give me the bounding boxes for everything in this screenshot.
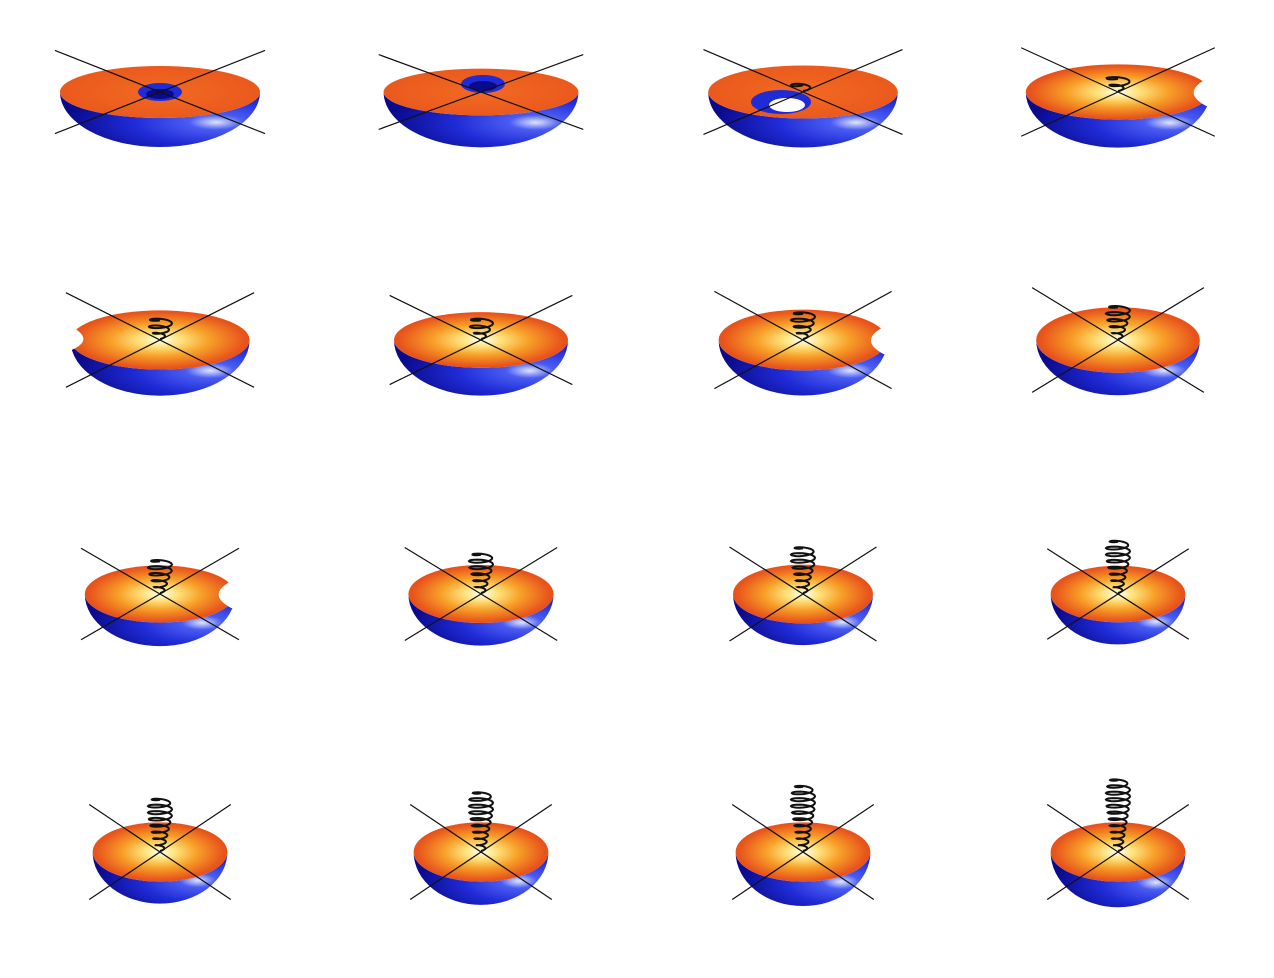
- axis-line: [378, 54, 584, 130]
- panel-1: [54, 49, 266, 147]
- hemisphere-shape: [408, 594, 554, 646]
- disk-notch: [66, 324, 84, 352]
- axis-line: [88, 804, 232, 900]
- helix-spring: [1104, 778, 1132, 852]
- helix-spring: [467, 791, 495, 852]
- axis-line: [703, 48, 903, 136]
- hemisphere-shape: [1050, 594, 1186, 645]
- axis-line: [1020, 47, 1216, 137]
- panel-14: [409, 791, 553, 905]
- panel-3: [703, 48, 903, 148]
- helix-spring: [467, 552, 495, 594]
- hemisphere-shape: [70, 340, 250, 396]
- helix-spring: [789, 82, 812, 92]
- panel-11: [729, 546, 877, 646]
- axis-line: [389, 294, 573, 386]
- panel-10: [404, 547, 558, 646]
- hemisphere-shape: [92, 852, 228, 904]
- disk-notch: [218, 580, 240, 608]
- disk-notch: [870, 326, 892, 354]
- helix-spring: [1105, 76, 1131, 92]
- axis-line: [80, 547, 240, 641]
- panel-8: [1031, 287, 1205, 396]
- axis-line: [729, 546, 877, 642]
- hemisphere-shape: [60, 92, 260, 147]
- panel-12: [1046, 539, 1190, 645]
- disk-hole-inner: [146, 89, 174, 99]
- hemisphere-shape: [84, 594, 236, 647]
- helix-spring: [468, 317, 495, 340]
- disk-notch-inner: [769, 98, 805, 112]
- panel-7: [714, 290, 892, 396]
- helix-spring: [789, 311, 817, 340]
- axis-line: [731, 804, 875, 900]
- helix-spring: [147, 317, 174, 340]
- helix-spring: [789, 546, 817, 594]
- panel-15: [731, 784, 875, 907]
- hemisphere-shape: [735, 852, 871, 907]
- panel-5: [65, 292, 255, 396]
- panel-13: [88, 797, 232, 904]
- axis-line: [1031, 287, 1205, 393]
- disk-notch: [1193, 78, 1215, 106]
- panel-16: [1046, 778, 1190, 908]
- axis-line: [54, 49, 266, 135]
- hemisphere-shape: [1025, 92, 1211, 148]
- panel-4: [1020, 47, 1216, 148]
- helix-spring: [789, 784, 817, 852]
- axis-line: [1046, 804, 1190, 900]
- hemisphere-shape: [1036, 340, 1200, 396]
- axis-line: [409, 804, 553, 900]
- panel-2: [378, 54, 584, 148]
- panel-grid: [54, 47, 1216, 908]
- hemisphere-shape: [733, 594, 873, 646]
- axis-line: [65, 292, 255, 388]
- helix-spring: [1104, 539, 1132, 594]
- hemisphere-shape: [383, 92, 579, 148]
- helix-spring: [1104, 304, 1132, 340]
- axis-line: [1046, 548, 1190, 640]
- axis-line: [404, 547, 558, 641]
- hemisphere-shape: [708, 92, 898, 148]
- helix-spring: [146, 797, 174, 852]
- helix-spring: [146, 558, 174, 594]
- hemisphere-shape: [718, 340, 888, 396]
- hemisphere-shape: [1050, 852, 1186, 908]
- hemisphere-shape: [413, 852, 549, 905]
- axis-line: [714, 290, 892, 390]
- panel-6: [389, 294, 573, 396]
- panel-9: [80, 547, 240, 647]
